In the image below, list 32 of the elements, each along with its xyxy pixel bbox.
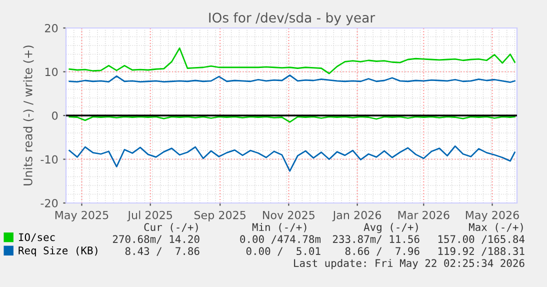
text: 157.00 /165.84 bbox=[438, 235, 525, 244]
text: Min (-/+) bbox=[252, 222, 306, 232]
legend-label: Req Size (KB) bbox=[18, 246, 98, 256]
text: Cur (-/+) bbox=[144, 223, 198, 232]
text: Avg (-/+) bbox=[364, 222, 418, 234]
text: Last update: Fri May 22 02:25:34 2026 bbox=[294, 258, 524, 270]
y-tick-label: 10 bbox=[45, 68, 58, 76]
text: 0.00 /474.78m bbox=[240, 235, 321, 244]
line-series bbox=[68, 47, 516, 74]
x-tick-label: Nov 2025 bbox=[263, 210, 314, 220]
text: 8.66 / 7.96 bbox=[345, 247, 420, 256]
text: 0.00 / 5.01 bbox=[246, 247, 320, 256]
y-tick-label: 0 bbox=[52, 111, 58, 120]
line-series bbox=[68, 145, 516, 172]
x-tick-label: Jul 2025 bbox=[127, 210, 172, 222]
x-tick-label: May 2025 bbox=[55, 210, 108, 222]
x-tick-label: Mar 2026 bbox=[398, 210, 450, 220]
y-tick-label: -20 bbox=[40, 198, 58, 208]
text: 119.92 /188.31 bbox=[438, 247, 524, 256]
x-tick-label: Jan 2026 bbox=[332, 210, 382, 222]
line-series bbox=[68, 74, 516, 83]
y-tick-label: 20 bbox=[45, 24, 58, 32]
text: Max (-/+) bbox=[468, 223, 523, 232]
text: 270.68m/ 14.20 bbox=[112, 235, 200, 244]
legend-label: IO/sec bbox=[18, 233, 55, 242]
text: 233.87m/ 11.56 bbox=[332, 235, 420, 244]
text: 8.43 / 7.86 bbox=[125, 247, 200, 256]
chart-title: IOs for /dev/sda - by year bbox=[209, 12, 376, 26]
y-tick-label: -10 bbox=[40, 155, 58, 164]
x-tick-label: May 2026 bbox=[466, 210, 519, 222]
y-axis-title: Units read (-) / write (+) bbox=[23, 46, 34, 186]
x-tick-label: Sep 2025 bbox=[194, 210, 246, 222]
